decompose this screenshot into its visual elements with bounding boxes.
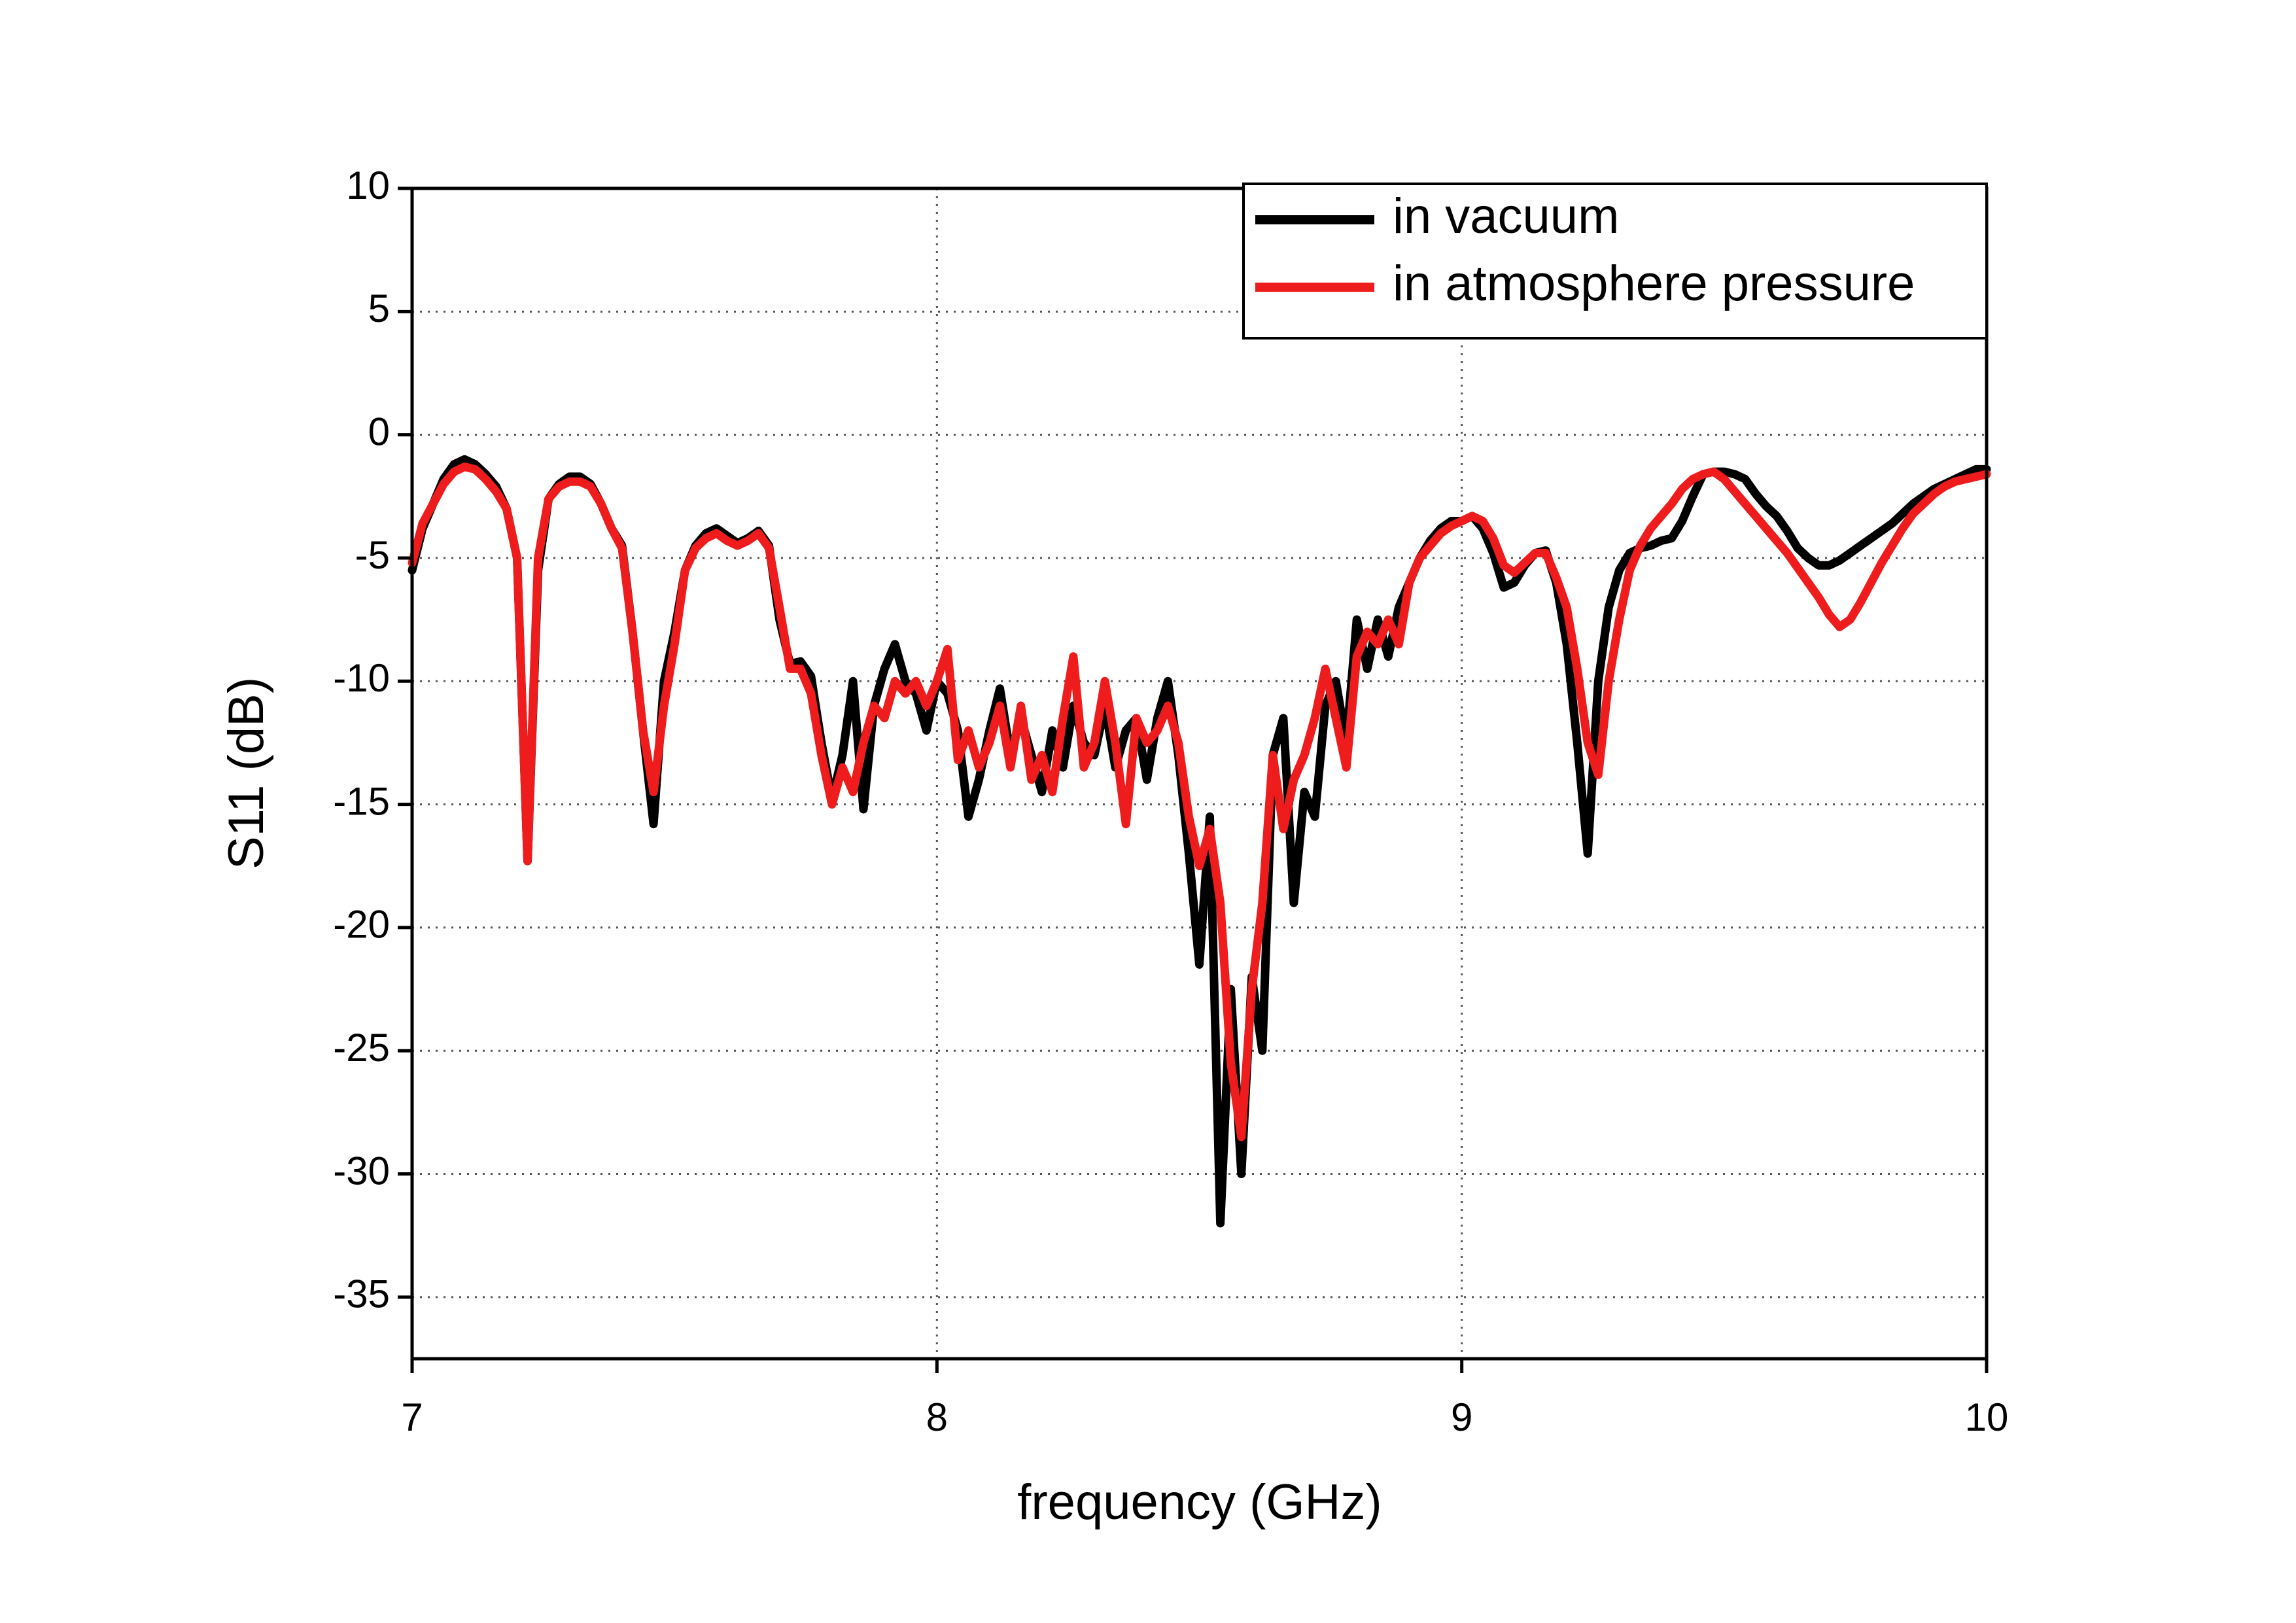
- legend-box: [1242, 183, 1988, 340]
- x-tick-label: 8: [926, 1395, 948, 1439]
- plot-lines: [408, 455, 1991, 1228]
- legend-label: in vacuum: [1393, 188, 1619, 244]
- y-tick-label: 10: [346, 164, 390, 207]
- data-line: [408, 462, 1991, 1142]
- y-tick-label: -10: [333, 656, 390, 700]
- x-tick-label: 10: [1965, 1395, 2009, 1439]
- legend: in vacuum in atmosphere pressure: [1242, 183, 1988, 340]
- y-tick-label: 5: [368, 287, 390, 330]
- x-tick-label: 7: [401, 1395, 423, 1439]
- x-axis-label: frequency (GHz): [1017, 1475, 1382, 1530]
- plot-frame: [410, 186, 1989, 1361]
- x-tick-label: 9: [1451, 1395, 1472, 1439]
- y-tick-label: 0: [368, 410, 390, 453]
- ticks: -35 -30 -25 -20 -15 -10 -5 0 5 10 7 8 9 10: [333, 164, 2008, 1439]
- y-tick-label: -35: [333, 1272, 390, 1316]
- y-tick-label: -5: [355, 533, 390, 577]
- y-tick-label: -20: [333, 903, 390, 947]
- y-tick-label: -25: [333, 1026, 390, 1070]
- legend-label: in atmosphere pressure: [1393, 256, 1915, 311]
- y-axis-label: S11 (dB): [218, 677, 274, 869]
- y-tick-label: -30: [333, 1149, 390, 1193]
- y-tick-label: -15: [333, 779, 390, 823]
